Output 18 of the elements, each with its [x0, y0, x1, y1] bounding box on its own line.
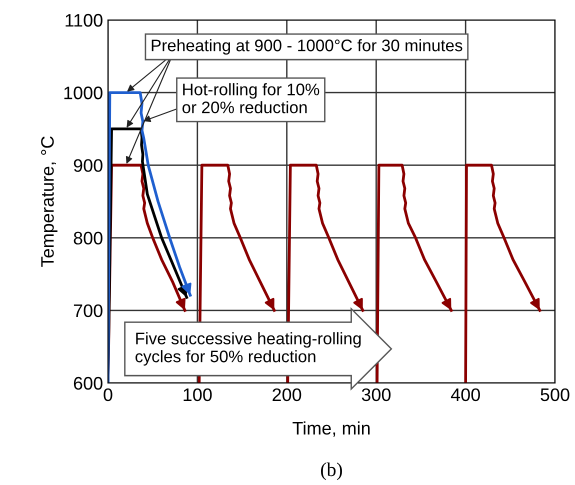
y-tick-label: 700 — [74, 304, 102, 318]
text: (b) — [321, 462, 342, 480]
x-tick-label: 200 — [272, 388, 302, 402]
annotation: Preheating at 900 - 1000°C for 30 minutes — [152, 39, 462, 55]
x-tick-label: 500 — [540, 388, 570, 402]
y-axis-title: Temperature, °C — [41, 136, 58, 267]
y-tick-label: 600 — [74, 376, 102, 390]
y-tick-label: 1000 — [64, 86, 102, 100]
annotation: Hot-rolling for 10% or 20% reduction — [182, 83, 320, 114]
x-axis-title: Time, min — [292, 421, 370, 437]
x-tick-label: 100 — [184, 388, 212, 402]
y-tick-label: 800 — [74, 232, 102, 245]
x-tick-label: 0 — [104, 388, 112, 402]
y-tick-label: 900 — [74, 159, 102, 172]
x-tick-label: 300 — [362, 388, 391, 402]
y-tick-label: 1100 — [66, 14, 102, 27]
x-tick-label: 400 — [450, 388, 480, 402]
annotation: Five successive heating-rolling cycles for 50% reduction — [136, 332, 361, 366]
